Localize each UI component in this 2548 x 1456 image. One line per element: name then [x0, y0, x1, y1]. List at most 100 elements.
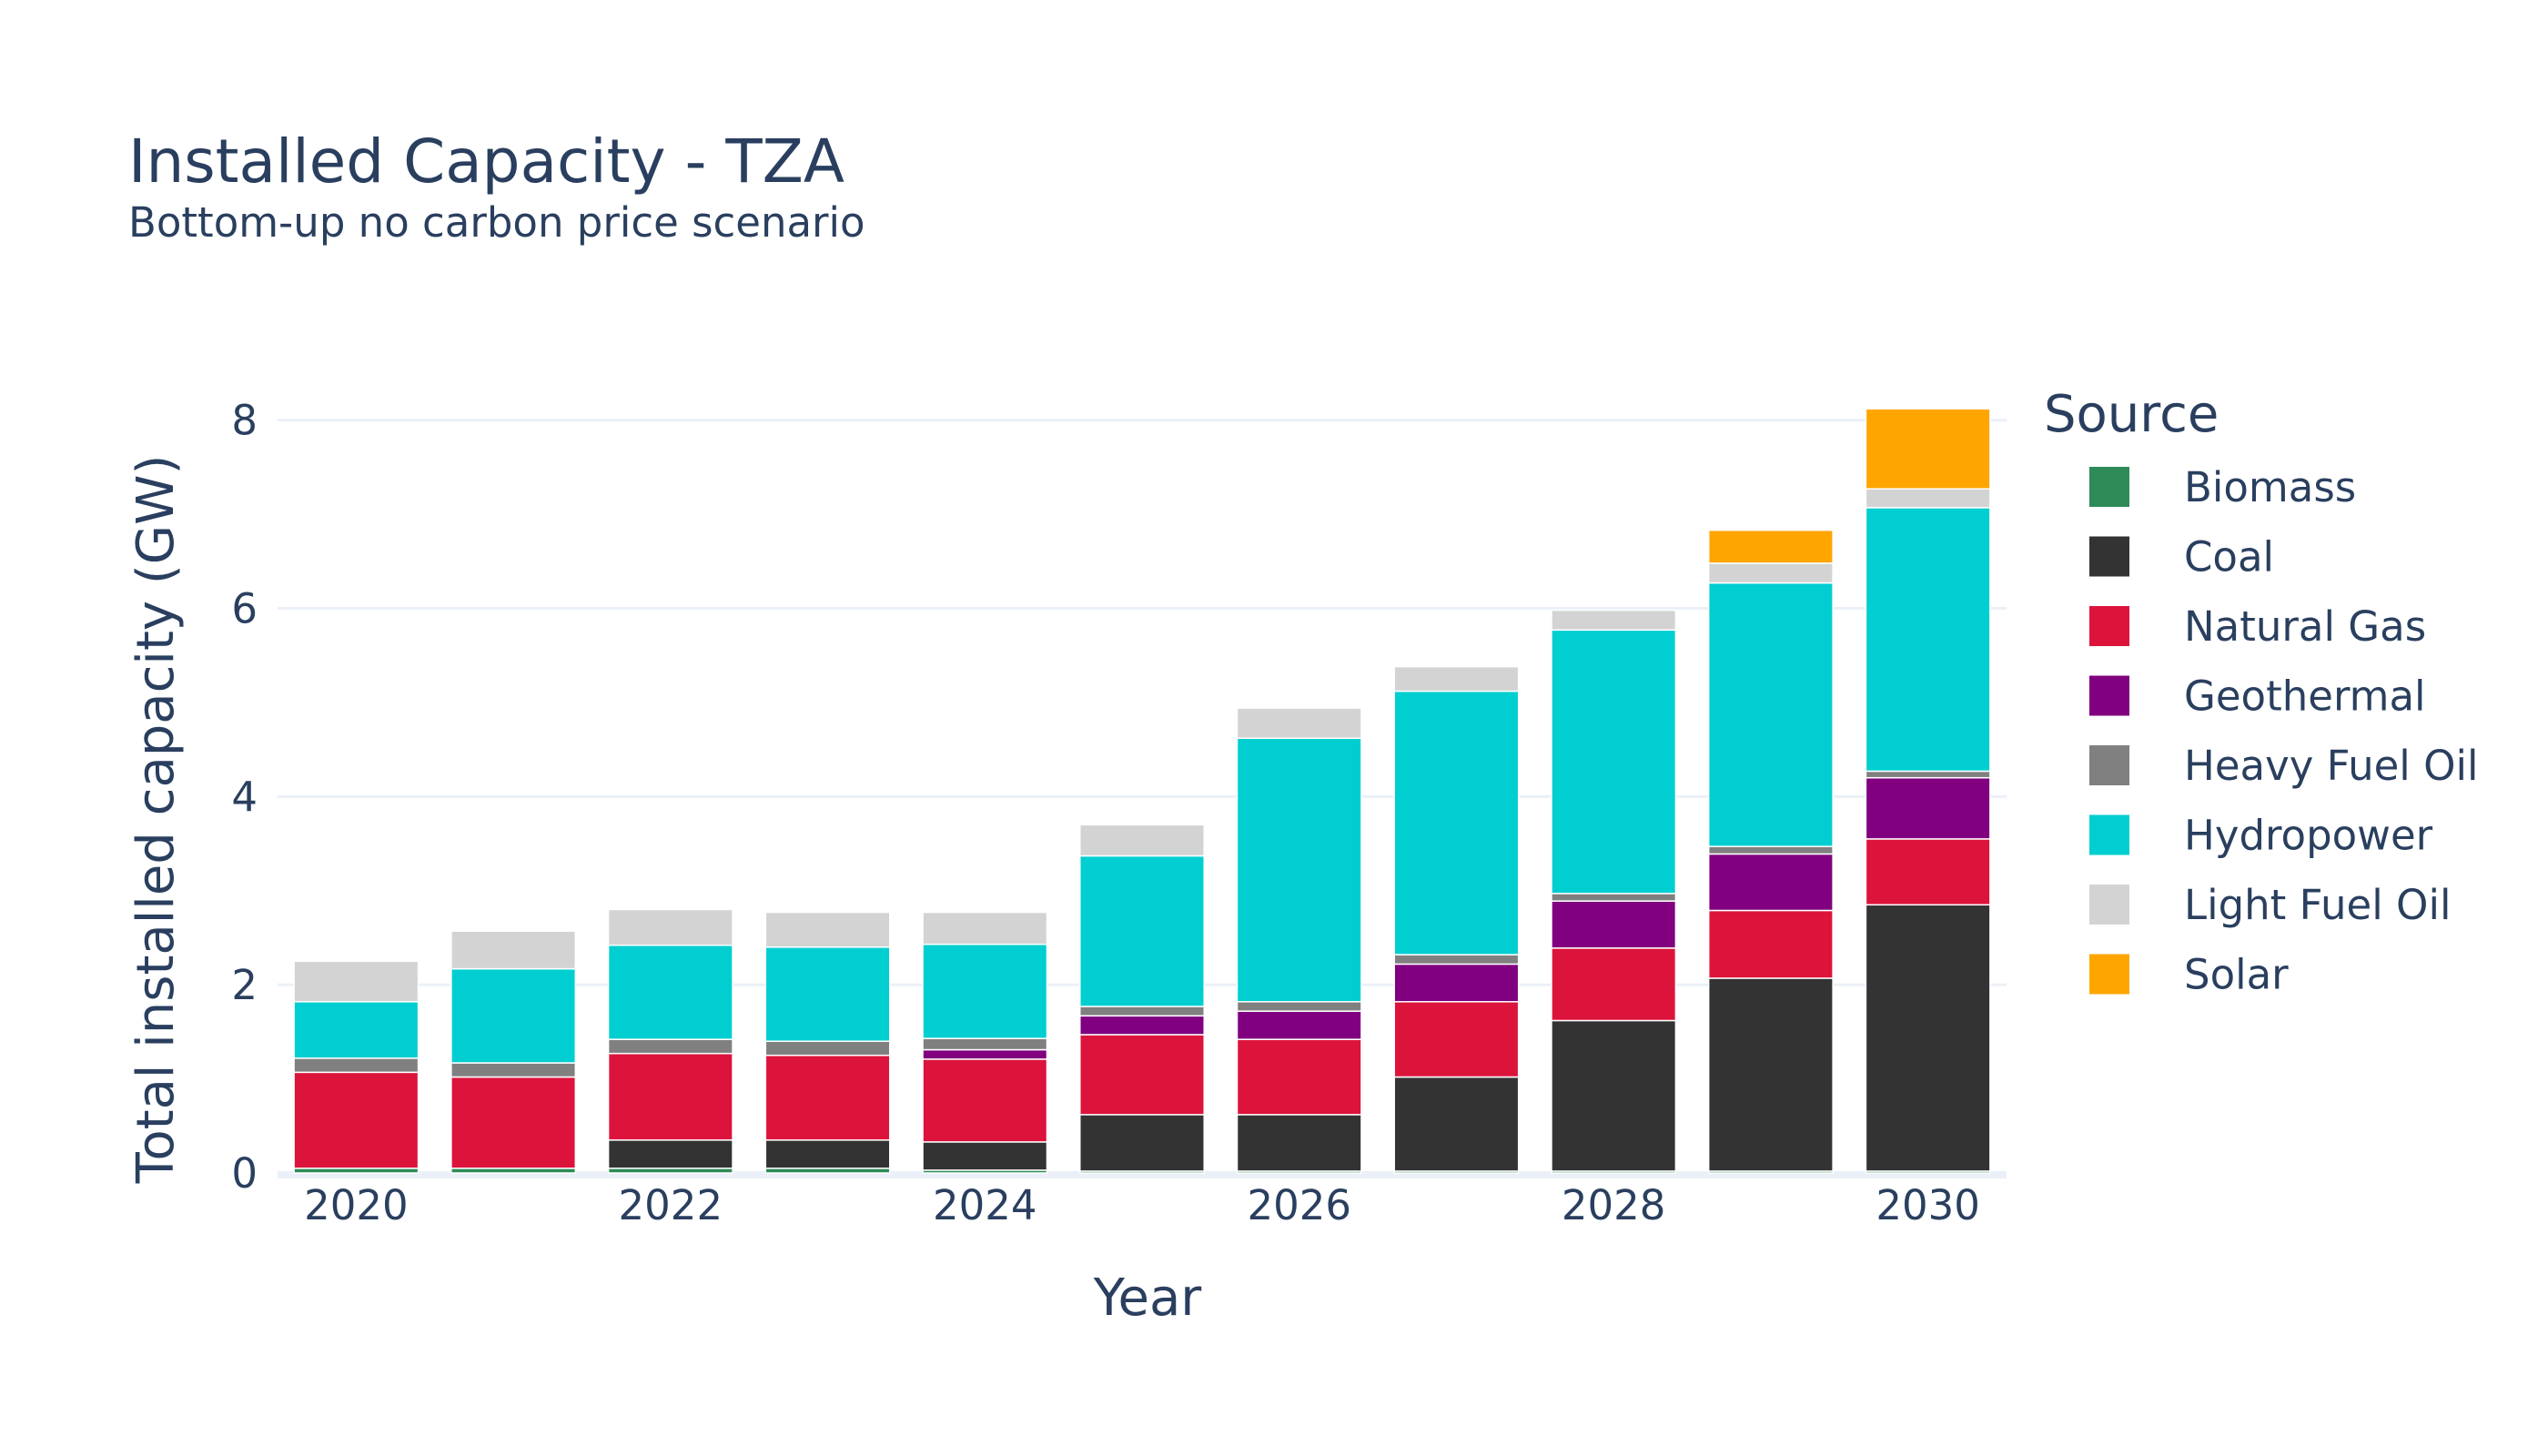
bar-heavy-fuel-oil-2029: [1707, 845, 1834, 855]
bar-natural-gas-2023: [764, 1054, 891, 1141]
x-axis-ticks: 2020 2022 2024 2026 2028 2030: [304, 1181, 1980, 1229]
y-tick-label: 6: [231, 585, 258, 633]
bar-natural-gas-2027: [1393, 1001, 1520, 1078]
bar-light-fuel-oil-2020: [293, 960, 420, 1003]
bar-heavy-fuel-oil-2027: [1393, 954, 1520, 966]
bar-coal-2027: [1393, 1076, 1520, 1172]
legend-swatch-heavy-fuel-oil: [2089, 745, 2129, 785]
bar-light-fuel-oil-2025: [1079, 824, 1205, 857]
x-tick-label: 2020: [304, 1181, 409, 1229]
bar-natural-gas-2026: [1236, 1038, 1362, 1116]
bar-biomass-2020: [293, 1168, 420, 1174]
bar-biomass-2021: [450, 1168, 577, 1174]
bar-hydropower-2026: [1236, 737, 1362, 1003]
legend-item-light-fuel-oil: Light Fuel Oil: [2184, 881, 2451, 929]
x-tick-label: 2030: [1876, 1181, 1980, 1229]
bar-solar-2029: [1707, 529, 1834, 564]
x-tick-label: 2024: [933, 1181, 1037, 1229]
y-axis-ticks: 0 2 4 6 8: [231, 397, 258, 1198]
chart-subtitle: Bottom-up no carbon price scenario: [128, 198, 865, 247]
legend-swatch-light-fuel-oil: [2089, 885, 2129, 925]
bar-light-fuel-oil-2021: [450, 930, 577, 970]
y-tick-label: 4: [231, 773, 258, 821]
bar-coal-2026: [1236, 1114, 1362, 1172]
bar-hydropower-2023: [764, 946, 891, 1042]
bar-natural-gas-2022: [607, 1052, 733, 1141]
legend: Source Biomass Coal Natural Gas Geothermal H…: [2044, 385, 2479, 999]
bar-heavy-fuel-oil-2030: [1865, 770, 1991, 779]
bar-hydropower-2022: [607, 944, 733, 1040]
chart-title: Installed Capacity - TZA: [128, 126, 844, 197]
bar-heavy-fuel-oil-2023: [764, 1040, 891, 1057]
legend-item-solar: Solar: [2184, 951, 2289, 999]
bar-geothermal-2028: [1551, 900, 1677, 949]
bar-hydropower-2030: [1865, 507, 1991, 773]
bar-hydropower-2020: [293, 1001, 420, 1059]
legend-item-coal: Coal: [2184, 533, 2274, 581]
bar-heavy-fuel-oil-2021: [450, 1062, 577, 1078]
bars: [293, 408, 1991, 1174]
x-tick-label: 2022: [619, 1181, 723, 1229]
bar-natural-gas-2030: [1865, 838, 1991, 906]
bar-coal-2028: [1551, 1019, 1677, 1172]
bar-heavy-fuel-oil-2025: [1079, 1006, 1205, 1017]
bar-light-fuel-oil-2024: [922, 911, 1048, 945]
legend-item-heavy-fuel-oil: Heavy Fuel Oil: [2184, 742, 2479, 790]
bar-natural-gas-2029: [1707, 909, 1834, 979]
legend-item-geothermal: Geothermal: [2184, 672, 2426, 721]
bar-solar-2030: [1865, 408, 1991, 490]
x-tick-label: 2028: [1562, 1181, 1666, 1229]
bar-geothermal-2027: [1393, 963, 1520, 1003]
bar-coal-2022: [607, 1139, 733, 1169]
bar-coal-2025: [1079, 1114, 1205, 1172]
legend-item-natural-gas: Natural Gas: [2184, 602, 2426, 651]
bar-geothermal-2030: [1865, 776, 1991, 840]
bar-natural-gas-2024: [922, 1058, 1048, 1143]
legend-swatch-geothermal: [2089, 675, 2129, 716]
bar-light-fuel-oil-2022: [607, 908, 733, 946]
y-tick-label: 2: [231, 961, 258, 1009]
x-tick-label: 2026: [1247, 1181, 1351, 1229]
x-axis-label: Year: [1093, 1269, 1203, 1328]
legend-swatch-biomass: [2089, 467, 2129, 507]
bar-hydropower-2028: [1551, 629, 1677, 895]
bar-geothermal-2029: [1707, 853, 1834, 912]
bar-light-fuel-oil-2027: [1393, 665, 1520, 693]
bar-hydropower-2029: [1707, 581, 1834, 847]
bar-coal-2029: [1707, 977, 1834, 1172]
bar-light-fuel-oil-2026: [1236, 707, 1362, 739]
bar-hydropower-2021: [450, 967, 577, 1064]
bar-biomass-2022: [607, 1168, 733, 1174]
bar-heavy-fuel-oil-2026: [1236, 1001, 1362, 1012]
bar-heavy-fuel-oil-2028: [1551, 893, 1677, 902]
legend-item-biomass: Biomass: [2184, 463, 2356, 511]
bar-geothermal-2025: [1079, 1015, 1205, 1036]
legend-swatch-coal: [2089, 536, 2129, 577]
bar-coal-2030: [1865, 904, 1991, 1172]
legend-swatch-hydropower: [2089, 814, 2129, 855]
bar-heavy-fuel-oil-2024: [922, 1037, 1048, 1051]
bar-biomass-2023: [764, 1168, 891, 1174]
y-tick-label: 8: [231, 397, 258, 445]
legend-swatch-solar: [2089, 954, 2129, 995]
bar-natural-gas-2021: [450, 1076, 577, 1169]
legend-title: Source: [2044, 385, 2219, 444]
bar-light-fuel-oil-2029: [1707, 562, 1834, 584]
bar-heavy-fuel-oil-2020: [293, 1057, 420, 1074]
bar-coal-2023: [764, 1139, 891, 1169]
bar-light-fuel-oil-2023: [764, 911, 891, 948]
bar-natural-gas-2028: [1551, 947, 1677, 1022]
bar-hydropower-2027: [1393, 690, 1520, 956]
bar-coal-2024: [922, 1141, 1048, 1171]
y-tick-label: 0: [231, 1149, 258, 1198]
bar-geothermal-2024: [922, 1048, 1048, 1060]
bar-geothermal-2026: [1236, 1010, 1362, 1040]
bar-light-fuel-oil-2028: [1551, 609, 1677, 632]
legend-item-hydropower: Hydropower: [2184, 812, 2433, 860]
bar-light-fuel-oil-2030: [1865, 488, 1991, 509]
bar-heavy-fuel-oil-2022: [607, 1038, 733, 1055]
bar-natural-gas-2020: [293, 1071, 420, 1169]
bar-hydropower-2024: [922, 943, 1048, 1039]
bar-natural-gas-2025: [1079, 1034, 1205, 1116]
